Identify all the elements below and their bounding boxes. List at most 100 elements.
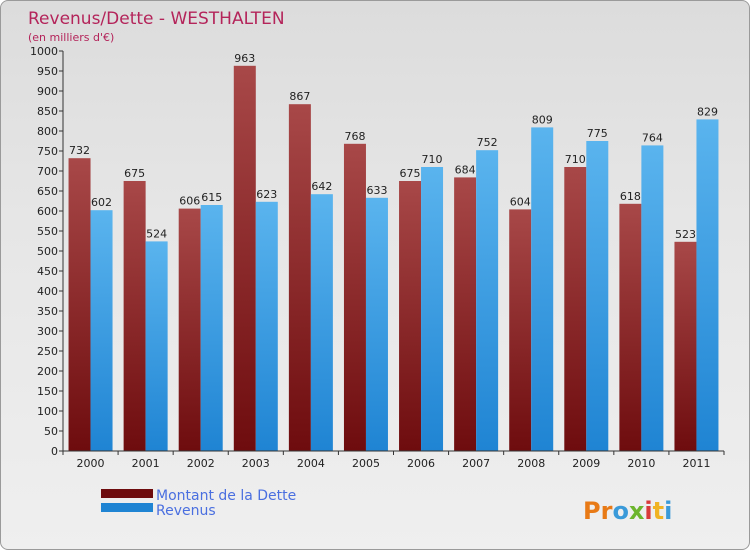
legend-label-revenus: Revenus — [156, 503, 216, 519]
bar-label-revenus: 615 — [201, 191, 222, 204]
y-tick-label: 200 — [37, 365, 58, 378]
y-tick-label: 100 — [37, 405, 58, 418]
proxiti-logo: Proxiti — [583, 497, 672, 525]
bar-revenus — [641, 145, 664, 451]
y-tick-label: 500 — [37, 245, 58, 258]
bar-dette — [674, 241, 697, 451]
bar-label-dette: 618 — [620, 190, 641, 203]
bar-revenus — [200, 205, 223, 451]
y-tick-label: 450 — [37, 265, 58, 278]
bar-label-dette: 867 — [289, 90, 310, 103]
y-tick-label: 900 — [37, 85, 58, 98]
y-tick-label: 150 — [37, 385, 58, 398]
x-tick-label: 2009 — [572, 457, 600, 470]
chart-subtitle: (en milliers d'€) — [28, 31, 114, 44]
x-tick-label: 2007 — [462, 457, 490, 470]
y-tick-label: 400 — [37, 285, 58, 298]
y-tick-label: 850 — [37, 105, 58, 118]
y-tick-label: 800 — [37, 125, 58, 138]
y-tick-label: 600 — [37, 205, 58, 218]
bar-revenus — [696, 119, 719, 452]
y-tick-label: 650 — [37, 185, 58, 198]
legend: Montant de la Dette Revenus — [101, 488, 296, 519]
bar-dette — [233, 65, 256, 452]
bar-label-dette: 768 — [344, 130, 365, 143]
logo-letter: x — [629, 497, 645, 525]
bar-dette — [343, 143, 366, 452]
bar-revenus — [255, 201, 278, 451]
bar-dette — [454, 177, 477, 451]
logo-letter: o — [612, 497, 629, 525]
bar-label-dette: 523 — [675, 228, 696, 241]
legend-swatch-revenus — [101, 503, 153, 512]
bar-label-revenus: 809 — [532, 113, 553, 126]
x-tick-label: 2003 — [242, 457, 270, 470]
bar-label-revenus: 752 — [477, 136, 498, 149]
bar-dette — [564, 167, 587, 451]
logo-letter: P — [583, 497, 601, 525]
y-tick-label: 250 — [37, 345, 58, 358]
x-tick-label: 2001 — [132, 457, 160, 470]
x-tick-label: 2008 — [517, 457, 545, 470]
bar-revenus — [531, 127, 554, 452]
y-tick-label: 350 — [37, 305, 58, 318]
x-tick-label: 2000 — [77, 457, 105, 470]
y-tick-label: 0 — [51, 445, 58, 458]
y-tick-label: 300 — [37, 325, 58, 338]
y-tick-label: 50 — [44, 425, 58, 438]
bar-label-dette: 606 — [179, 195, 200, 208]
bar-revenus — [145, 241, 168, 451]
bar-label-dette: 675 — [124, 167, 145, 180]
x-tick-label: 2006 — [407, 457, 435, 470]
bar-label-revenus: 642 — [311, 180, 332, 193]
y-tick-label: 700 — [37, 165, 58, 178]
bar-label-dette: 732 — [69, 144, 90, 157]
logo-letter: i — [664, 497, 672, 525]
bar-revenus — [90, 210, 113, 451]
bar-revenus — [421, 167, 444, 451]
bar-label-dette: 604 — [510, 195, 531, 208]
bar-revenus — [586, 141, 609, 451]
bar-dette — [619, 203, 642, 451]
legend-swatch-dette — [101, 489, 153, 498]
bar-label-dette: 684 — [455, 163, 476, 176]
bar-revenus — [476, 150, 499, 451]
x-tick-label: 2004 — [297, 457, 325, 470]
bar-label-revenus: 602 — [91, 196, 112, 209]
x-tick-label: 2005 — [352, 457, 380, 470]
bar-label-revenus: 775 — [587, 127, 608, 140]
legend-label-dette: Montant de la Dette — [156, 488, 296, 504]
y-tick-label: 1000 — [30, 45, 58, 58]
y-tick-label: 550 — [37, 225, 58, 238]
bar-dette — [178, 208, 201, 451]
x-tick-label: 2010 — [627, 457, 655, 470]
bar-label-revenus: 764 — [642, 131, 663, 144]
bar-dette — [509, 209, 532, 451]
bar-label-dette: 675 — [400, 167, 421, 180]
bar-label-revenus: 623 — [256, 188, 277, 201]
x-tick-label: 2002 — [187, 457, 215, 470]
logo-letter: i — [644, 497, 652, 525]
x-axis: 2000 2001 2002 2003 2004 2005 2006 2007 2008 2009… — [62, 451, 725, 470]
y-tick-label: 750 — [37, 145, 58, 158]
logo-letter: t — [653, 497, 664, 525]
bar-label-revenus: 633 — [366, 184, 387, 197]
bar-revenus — [365, 197, 388, 451]
bar-dette — [68, 158, 91, 451]
bar-label-dette: 963 — [234, 52, 255, 65]
y-axis: 0 50 100 150 200 250 300 350 400 450 500 550 600 650 7… — [30, 45, 63, 458]
bar-dette — [288, 104, 311, 451]
x-tick-label: 2011 — [682, 457, 710, 470]
bar-revenus — [310, 194, 333, 451]
logo-letter: r — [601, 497, 613, 525]
bar-dette — [399, 181, 422, 451]
bar-label-revenus: 710 — [422, 153, 443, 166]
y-tick-label: 950 — [37, 65, 58, 78]
bar-label-dette: 710 — [565, 153, 586, 166]
chart-title: Revenus/Dette - WESTHALTEN — [28, 9, 285, 29]
bar-label-revenus: 524 — [146, 227, 167, 240]
bar-dette — [123, 181, 146, 451]
